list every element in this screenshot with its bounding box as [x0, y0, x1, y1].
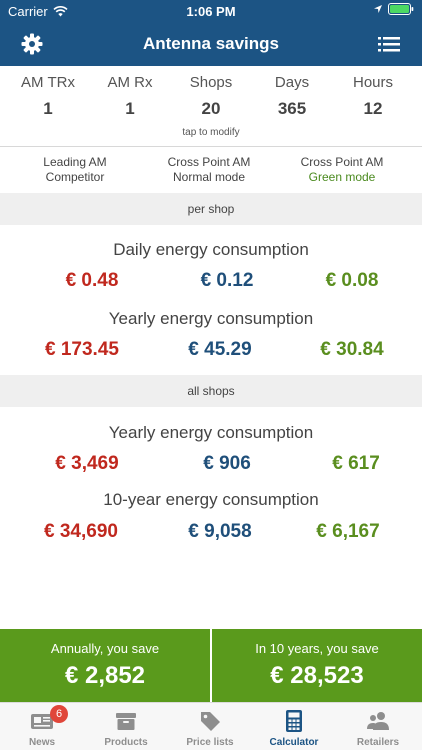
param-am-rx[interactable]: AM Rx 1 [88, 74, 172, 119]
annual-savings-box: Annually, you save € 2,852 [0, 629, 210, 702]
calculator-icon [286, 710, 302, 732]
param-value: 365 [277, 99, 307, 118]
daily-values-row: € 0.48 € 0.12 € 0.08 [0, 270, 422, 294]
tab-news[interactable]: 6 News [0, 703, 84, 750]
tab-bar: 6 News Products Price lists Calculator [0, 702, 422, 750]
tab-label: Calculator [269, 737, 319, 748]
mode-line1: Cross Point AM [300, 155, 384, 169]
people-icon [367, 712, 389, 730]
section-band-all-shops: all shops [0, 375, 422, 407]
ten-year-values-row: € 34,690 € 9,058 € 6,167 [0, 521, 422, 545]
value-normal: € 45.29 [188, 339, 252, 360]
value-competitor: € 0.48 [65, 270, 119, 291]
mode-line2: Normal mode [172, 170, 246, 184]
value-normal: € 906 [203, 453, 251, 474]
value-green: € 617 [332, 453, 380, 474]
param-value: 1 [43, 99, 53, 118]
param-value: 12 [363, 99, 383, 118]
all-yearly-heading: Yearly energy consumption [108, 423, 314, 442]
parameters-panel[interactable]: AM TRx 1 AM Rx 1 Shops 20 Days 365 Hours… [0, 66, 422, 146]
carrier-label: Carrier [8, 4, 48, 19]
price-tag-icon [201, 712, 220, 731]
news-badge: 6 [50, 705, 68, 723]
tab-label: Price lists [186, 737, 234, 748]
ten-year-savings-label: In 10 years, you save [255, 641, 379, 656]
carrier-info: Carrier [8, 4, 68, 19]
param-shops[interactable]: Shops 20 [169, 74, 253, 119]
tap-hint: tap to modify [182, 127, 240, 138]
param-label: AM Rx [107, 74, 153, 91]
clock: 1:06 PM [186, 4, 236, 19]
ten-year-heading: 10-year energy consumption [103, 490, 319, 509]
divider [0, 146, 422, 147]
param-days[interactable]: Days 365 [250, 74, 334, 119]
tab-label: News [28, 737, 56, 748]
mode-line1: Cross Point AM [167, 155, 251, 169]
value-green: € 6,167 [316, 521, 380, 542]
param-hours[interactable]: Hours 12 [331, 74, 415, 119]
yearly-heading: Yearly energy consumption [108, 309, 314, 328]
gear-icon[interactable] [20, 32, 44, 56]
wifi-icon [53, 6, 68, 17]
navigation-bar: Antenna savings [0, 22, 422, 66]
ten-year-savings-box: In 10 years, you save € 28,523 [212, 629, 422, 702]
location-arrow-icon [374, 5, 382, 13]
tab-products[interactable]: Products [84, 703, 168, 750]
param-label: Days [274, 74, 310, 91]
param-label: AM TRx [21, 74, 75, 91]
archive-box-icon [116, 713, 136, 730]
param-label: Hours [352, 74, 393, 91]
all-yearly-values-row: € 3,469 € 906 € 617 [0, 453, 422, 477]
tab-label: Products [104, 737, 148, 748]
battery-icon [388, 3, 414, 15]
mode-line2: Competitor [45, 170, 105, 184]
annual-savings-amount: € 2,852 [64, 662, 146, 689]
mode-green: Cross Point AM Green mode [272, 155, 412, 185]
value-normal: € 9,058 [188, 521, 252, 542]
param-label: Shops [189, 74, 233, 91]
list-menu-icon[interactable] [378, 34, 400, 54]
value-competitor: € 34,690 [44, 521, 118, 542]
annual-savings-label: Annually, you save [50, 641, 160, 656]
mode-line2: Green mode [308, 170, 376, 184]
section-band-per-shop: per shop [0, 193, 422, 225]
daily-heading: Daily energy consumption [113, 240, 309, 259]
value-green: € 0.08 [325, 270, 379, 291]
tab-price-lists[interactable]: Price lists [168, 703, 252, 750]
mode-competitor: Leading AM Competitor [5, 155, 145, 185]
status-icons [373, 3, 414, 15]
news-icon [31, 714, 53, 729]
mode-headers: Leading AM Competitor Cross Point AM Nor… [0, 147, 422, 193]
tab-label: Retailers [356, 737, 400, 748]
value-green: € 30.84 [320, 339, 384, 360]
tab-retailers[interactable]: Retailers [336, 703, 420, 750]
yearly-values-row: € 173.45 € 45.29 € 30.84 [0, 339, 422, 363]
value-normal: € 0.12 [200, 270, 254, 291]
param-value: 1 [125, 99, 135, 118]
ten-year-savings-amount: € 28,523 [270, 662, 364, 689]
mode-normal: Cross Point AM Normal mode [139, 155, 279, 185]
value-competitor: € 3,469 [55, 453, 119, 474]
param-am-trx[interactable]: AM TRx 1 [6, 74, 90, 119]
tab-calculator[interactable]: Calculator [252, 703, 336, 750]
status-bar: Carrier 1:06 PM [0, 0, 422, 22]
value-competitor: € 173.45 [45, 339, 119, 360]
mode-line1: Leading AM [43, 155, 107, 169]
param-value: 20 [201, 99, 221, 118]
page-title: Antenna savings [142, 34, 280, 53]
